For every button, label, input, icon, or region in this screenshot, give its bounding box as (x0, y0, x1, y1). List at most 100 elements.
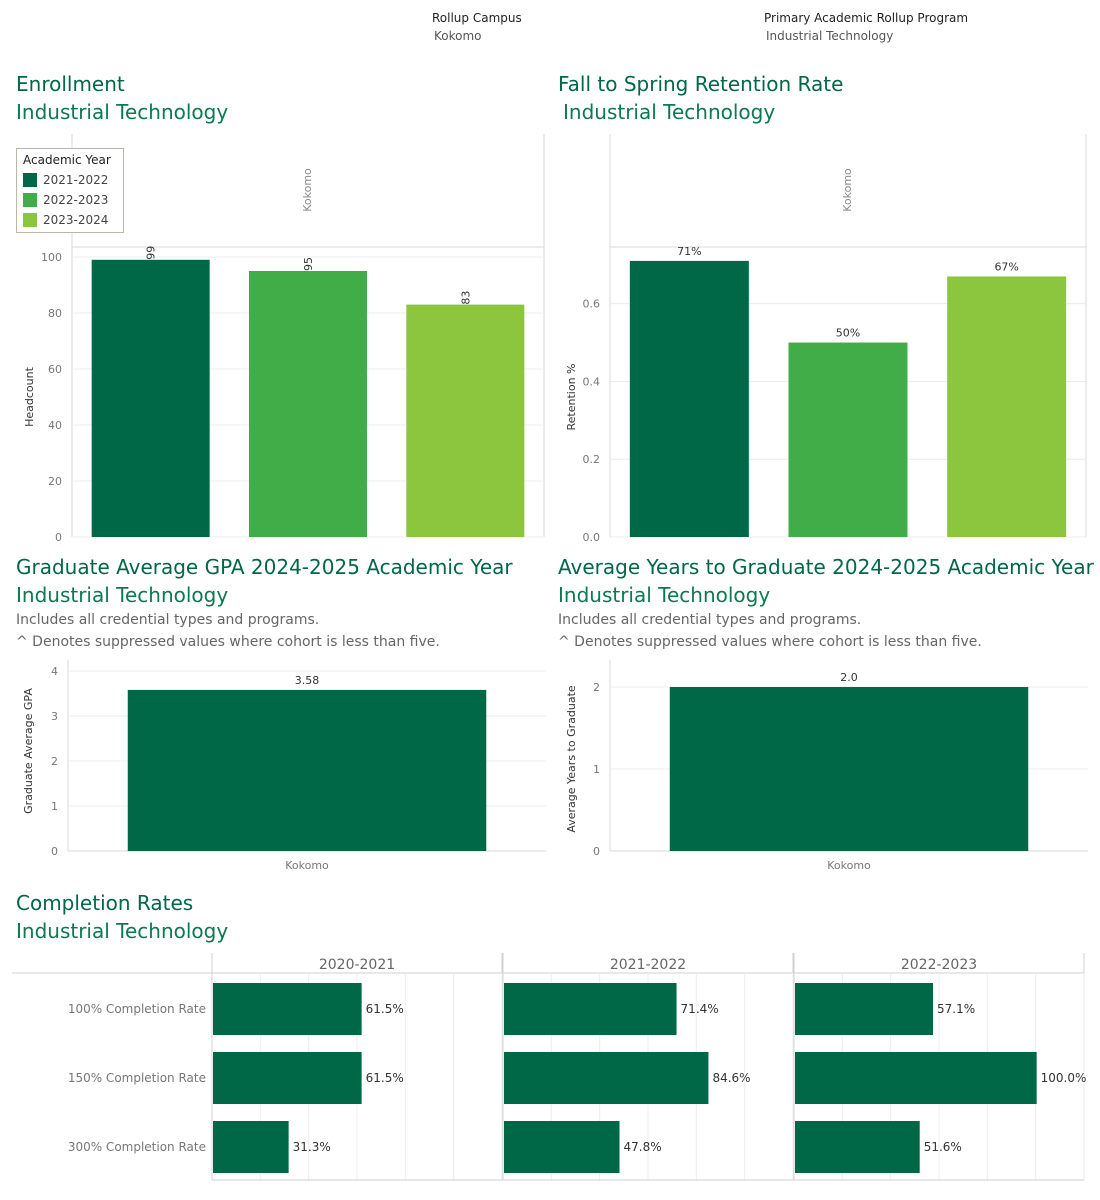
completion-chart: 2020-2021 61.5% 61.5% 31.3% 2021-2022 71.4% 84… (12, 953, 1087, 1181)
legend-item-2022-2023[interactable]: 2022-2023 (23, 190, 117, 210)
bar-2023-2024 (947, 276, 1067, 537)
enrollment-title: Enrollment (16, 72, 125, 96)
bar-300% Completion Rate (795, 1121, 920, 1173)
y-tick-label: 0.0 (583, 531, 601, 542)
y-tick-label: 0 (593, 845, 600, 858)
bar-Kokomo (127, 689, 487, 851)
data-label: 71% (677, 245, 701, 258)
y-axis-title: Headcount (23, 366, 36, 426)
bar-2022-2023 (249, 271, 367, 537)
rollup-program-label: Primary Academic Rollup Program (764, 11, 969, 25)
data-label: 99 (145, 246, 158, 260)
legend-label: 2023-2024 (43, 213, 109, 227)
data-label: 50% (836, 327, 860, 340)
retention-chart: Kokomo 0.0 0.2 0.4 0.6 Retention % 71% 50% 67% (565, 134, 1087, 542)
y-tick-label: 0 (51, 845, 58, 858)
bar-2023-2024 (406, 304, 525, 537)
years-chart: 0 1 2 Average Years to Graduate 2.0 Kokomo (565, 660, 1088, 872)
data-label: 57.1% (937, 1002, 975, 1016)
legend-item-2023-2024[interactable]: 2023-2024 (23, 210, 117, 230)
y-tick-label: 0.4 (583, 375, 601, 388)
y-tick-label: 2 (51, 755, 58, 768)
y-tick-label: 0.6 (583, 298, 601, 311)
completion-subtitle: Industrial Technology (16, 919, 229, 943)
years-title: Average Years to Graduate 2024-2025 Acad… (558, 555, 1094, 579)
gpa-subtitle: Industrial Technology (16, 583, 229, 607)
data-label: 51.6% (924, 1140, 962, 1154)
bar-150% Completion Rate (795, 1052, 1037, 1104)
column-header-label: Kokomo (841, 168, 854, 212)
data-label: 100.0% (1041, 1071, 1087, 1085)
data-label: 2.0 (840, 671, 858, 684)
bar-2022-2023 (788, 342, 908, 537)
legend-item-2021-2022[interactable]: 2021-2022 (23, 170, 117, 190)
y-axis-title: Graduate Average GPA (22, 688, 35, 814)
data-label: 71.4% (681, 1002, 719, 1016)
data-label: 95 (302, 257, 315, 271)
row-label: 100% Completion Rate (68, 1002, 206, 1016)
y-tick-label: 20 (48, 475, 62, 488)
retention-subtitle: Industrial Technology (563, 100, 776, 124)
data-label: 61.5% (366, 1002, 404, 1016)
enrollment-chart: Kokomo 0 20 40 60 80 100 Headcount 99 95 83 (23, 134, 545, 542)
bar-2021-2022 (91, 259, 210, 537)
years-subtitle: Industrial Technology (558, 583, 771, 607)
legend-label: 2022-2023 (43, 193, 109, 207)
legend-swatch (23, 193, 37, 207)
retention-title: Fall to Spring Retention Rate (558, 72, 844, 96)
y-tick-label: 4 (51, 665, 58, 678)
rollup-campus-label: Rollup Campus (432, 11, 522, 25)
rollup-program-value[interactable]: Industrial Technology (766, 29, 894, 43)
x-tick-label: Kokomo (827, 859, 871, 872)
y-tick-label: 2 (593, 681, 600, 694)
y-tick-label: 0.2 (583, 453, 601, 466)
years-note-suppressed: ^ Denotes suppressed values where cohort… (558, 634, 982, 650)
gpa-title: Graduate Average GPA 2024-2025 Academic … (16, 555, 513, 579)
data-label: 61.5% (366, 1071, 404, 1085)
completion-title: Completion Rates (16, 891, 194, 915)
y-tick-label: 1 (51, 800, 58, 813)
y-tick-label: 40 (48, 419, 62, 432)
column-header-2020-2021: 2020-2021 (319, 957, 395, 973)
bar-100% Completion Rate (213, 983, 362, 1035)
y-tick-label: 60 (48, 363, 62, 376)
bar-100% Completion Rate (795, 983, 933, 1035)
y-tick-label: 3 (51, 710, 58, 723)
legend-swatch (23, 173, 37, 187)
row-label: 300% Completion Rate (68, 1140, 206, 1154)
x-tick-label: Kokomo (285, 859, 329, 872)
row-label: 150% Completion Rate (68, 1071, 206, 1085)
bar-300% Completion Rate (504, 1121, 620, 1173)
legend-label: 2021-2022 (43, 173, 109, 187)
gpa-chart: 0 1 2 3 4 Graduate Average GPA 3.58 Kokomo (22, 660, 546, 872)
data-label: 31.3% (293, 1140, 331, 1154)
rollup-campus-value[interactable]: Kokomo (434, 29, 482, 43)
enrollment-subtitle: Industrial Technology (16, 100, 229, 124)
bar-150% Completion Rate (213, 1052, 362, 1104)
data-label: 84.6% (712, 1071, 750, 1085)
gpa-note-credentials: Includes all credential types and progra… (16, 612, 320, 628)
y-axis-title: Average Years to Graduate (565, 685, 578, 833)
y-tick-label: 0 (55, 531, 62, 542)
bar-Kokomo (669, 687, 1029, 851)
bar-2021-2022 (629, 260, 749, 537)
legend-title: Academic Year (23, 153, 111, 167)
y-tick-label: 1 (593, 763, 600, 776)
data-label: 3.58 (295, 674, 320, 687)
bar-300% Completion Rate (213, 1121, 289, 1173)
data-label: 67% (994, 260, 1018, 273)
y-tick-label: 100 (41, 251, 62, 264)
enrollment-legend: Academic Year 2021-2022 2022-2023 2023-2… (16, 148, 124, 233)
y-axis-title: Retention % (565, 364, 578, 431)
column-header-2021-2022: 2021-2022 (610, 957, 686, 973)
bar-100% Completion Rate (504, 983, 677, 1035)
data-label: 83 (459, 291, 472, 305)
gpa-note-suppressed: ^ Denotes suppressed values where cohort… (16, 634, 440, 650)
column-header-2022-2023: 2022-2023 (901, 957, 977, 973)
legend-swatch (23, 213, 37, 227)
column-header-label: Kokomo (301, 168, 314, 212)
data-label: 47.8% (624, 1140, 662, 1154)
bar-150% Completion Rate (504, 1052, 709, 1104)
y-tick-label: 80 (48, 307, 62, 320)
years-note-credentials: Includes all credential types and progra… (558, 612, 862, 628)
